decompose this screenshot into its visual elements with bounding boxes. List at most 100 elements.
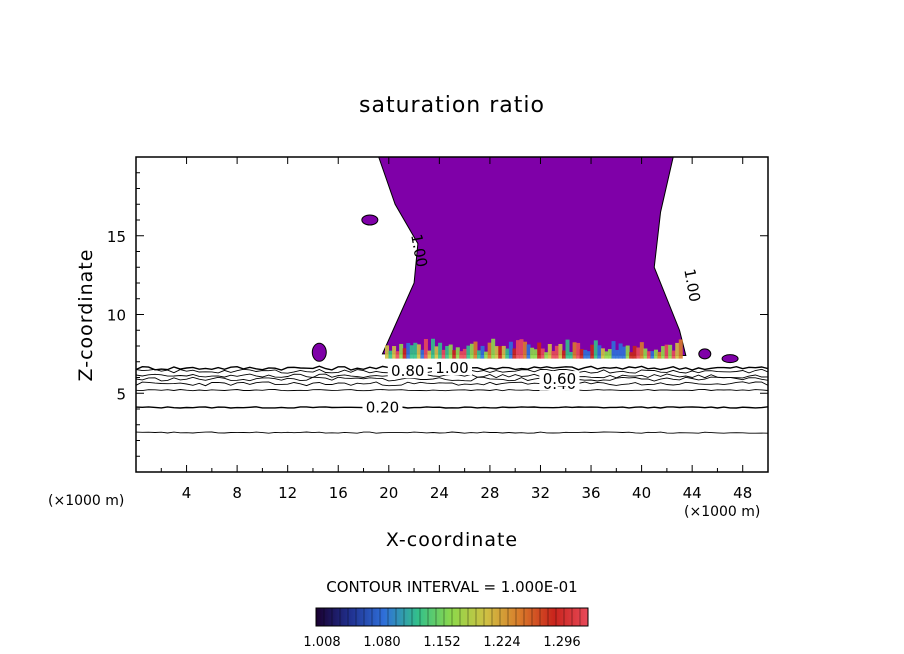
- cloud-base-cell: [469, 343, 474, 359]
- x-tick-label: 40: [632, 484, 651, 502]
- contour-label-bg: [539, 371, 580, 387]
- cloud-base-cell: [427, 350, 432, 359]
- cloud-base-cell: [678, 339, 683, 359]
- cloud-base-cell: [551, 351, 556, 359]
- cloud-base-cell: [643, 348, 648, 359]
- cloud-base-cell: [533, 349, 538, 359]
- cloud-base-cell: [477, 350, 482, 359]
- cloud-base-cell: [523, 341, 528, 359]
- cloud-base-cell: [675, 342, 680, 359]
- contour-line: [136, 381, 768, 387]
- cloud-base-cell: [484, 351, 489, 359]
- colorbar-tick-label: 1.080: [363, 635, 400, 650]
- cloud-base-cell: [441, 349, 446, 359]
- cloud-base-cell: [385, 345, 390, 359]
- cloud-base-cell: [657, 351, 662, 359]
- contour-label-bg: [362, 399, 403, 415]
- cloud-base-cell: [579, 349, 584, 359]
- contour-label: 1.00: [680, 267, 704, 303]
- supersaturated-cell: [361, 214, 379, 226]
- x-axis: 4 8 12 16 20 24 28 32 36 40 44 48: [160, 157, 752, 502]
- cloud-base-cell: [668, 344, 673, 359]
- cloud-base-cell: [487, 342, 492, 359]
- cloud-base-cell: [646, 351, 651, 359]
- contour-label: 0.20: [366, 398, 399, 416]
- colorbar-tick-label: 1.152: [423, 635, 460, 650]
- cloud-base-cell: [604, 351, 609, 359]
- cloud-base-cell: [576, 342, 581, 359]
- cloud-base-cell: [519, 339, 524, 359]
- colorbar: 1.008 1.080 1.152 1.224 1.296: [303, 607, 589, 650]
- cloud-base-cell: [501, 345, 506, 359]
- cloud-base-cell: [661, 346, 666, 359]
- contour-label: 1.00: [435, 359, 468, 377]
- y-tick-label: 10: [107, 307, 126, 325]
- cloud-base-cell: [607, 349, 612, 359]
- y-tick-label: 5: [116, 385, 126, 403]
- cloud-base-cell: [420, 349, 425, 359]
- cloud-base-cell: [508, 341, 513, 359]
- x-tick-label: 44: [683, 484, 702, 502]
- x-tick-label: 20: [379, 484, 398, 502]
- cloud-base-cell: [491, 338, 496, 359]
- contour-interval-text: CONTOUR INTERVAL = 1.000E-01: [326, 578, 577, 596]
- x-unit-label-left: (×1000 m): [48, 493, 124, 509]
- cloud-base-cell: [632, 345, 637, 359]
- cloud-base-cell: [653, 349, 658, 359]
- cloud-base-cell: [494, 346, 499, 359]
- cloud-base-cell: [590, 344, 595, 359]
- cloud-base-cell: [593, 340, 598, 359]
- cloud-base-cell: [639, 342, 644, 359]
- cloud-base-cell: [466, 345, 471, 359]
- cloud-base-cell: [512, 348, 517, 359]
- contour-line: [136, 406, 768, 409]
- y-tick-label: 15: [107, 228, 126, 246]
- cloud-base-cell: [622, 346, 627, 359]
- cloud-base-cell: [565, 339, 570, 359]
- colorbar-tick-label: 1.008: [303, 635, 340, 650]
- cloud-base-cell: [569, 351, 574, 359]
- cloud-base-cell: [554, 345, 559, 359]
- cloud-base-cell: [462, 348, 467, 359]
- cloud-base-cell: [459, 351, 464, 359]
- cloud-base-cell: [473, 341, 478, 359]
- contour-label-bg: [432, 360, 472, 376]
- x-unit-label-right: (×1000 m): [684, 504, 760, 520]
- cloud-base-cell: [406, 342, 411, 359]
- x-tick-label: 32: [531, 484, 550, 502]
- cloud-base-cell: [618, 343, 623, 359]
- x-tick-label: 36: [581, 484, 600, 502]
- cloud-base-cell: [558, 343, 563, 359]
- cloud-base-cell: [402, 348, 407, 359]
- cloud-base-cell: [537, 342, 542, 359]
- cloud-base-cell: [480, 345, 485, 359]
- cloud-base-cell: [544, 352, 549, 359]
- y-axis: 5 10 15: [107, 172, 768, 457]
- contour-label-bg: [387, 363, 428, 379]
- x-tick-label: 12: [278, 484, 297, 502]
- supersaturated-cell: [311, 342, 327, 362]
- cloud-base-cell: [636, 347, 641, 359]
- x-tick-label: 16: [329, 484, 348, 502]
- cloud-base-cell: [505, 348, 510, 359]
- cloud-base-cell: [611, 341, 616, 359]
- cloud-base-cell: [452, 350, 457, 359]
- x-tick-label: 8: [232, 484, 242, 502]
- x-tick-label: 28: [480, 484, 499, 502]
- contour-line: [136, 376, 768, 382]
- cloud-base-cell: [625, 345, 630, 359]
- cloud-base-cell: [423, 338, 428, 359]
- cloud-base-cell: [530, 347, 535, 359]
- contour-label: 1.00: [407, 233, 431, 269]
- cloud-base-cell: [629, 352, 634, 359]
- chart-title: saturation ratio: [359, 93, 545, 118]
- contour-line: [136, 431, 768, 434]
- cloud-base-cell: [498, 346, 503, 359]
- cloud-base-cell: [650, 351, 655, 359]
- cloud-base-cell: [547, 343, 552, 359]
- cloud-base-cell: [583, 349, 588, 359]
- cloud-base-cell: [445, 345, 450, 359]
- cloud-base-cell: [597, 345, 602, 359]
- colorbar-tick-label: 1.296: [543, 635, 580, 650]
